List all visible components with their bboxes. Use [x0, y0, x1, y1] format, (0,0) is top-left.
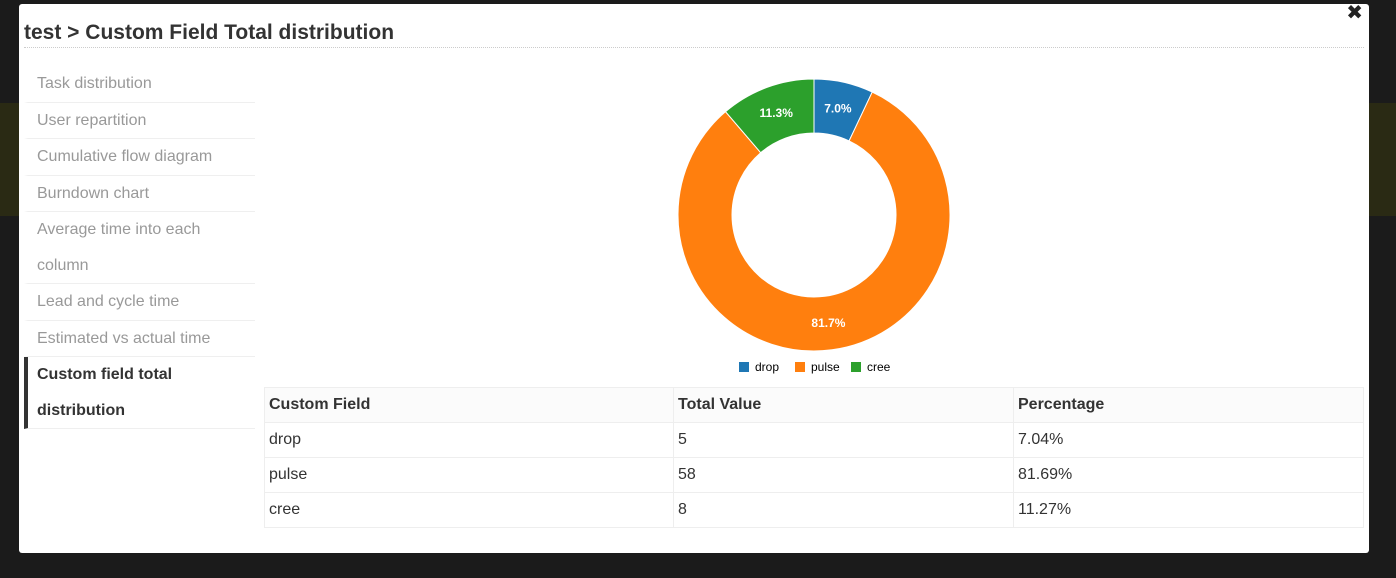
table-row: cree 8 11.27%	[264, 492, 1364, 528]
sidebar-item-user-repartition[interactable]: User repartition	[24, 103, 255, 139]
table-row: pulse 58 81.69%	[264, 457, 1364, 493]
sidebar-item-average-time[interactable]: Average time into each column	[24, 212, 255, 284]
donut-chart: 7.0% 81.7% 11.3% drop pulse cree	[677, 78, 951, 374]
sidebar-item-burndown[interactable]: Burndown chart	[24, 176, 255, 212]
legend-label-cree[interactable]: cree	[867, 360, 891, 374]
table-cell: pulse	[264, 457, 674, 493]
analytics-sidebar: Task distribution User repartition Cumul…	[24, 66, 255, 429]
legend-label-pulse[interactable]: pulse	[811, 360, 840, 374]
column-header-custom-field: Custom Field	[264, 387, 674, 423]
legend-swatch-drop[interactable]	[739, 362, 749, 372]
slice-label-drop: 7.0%	[824, 102, 852, 116]
table-header-row: Custom Field Total Value Percentage	[264, 387, 1364, 423]
close-icon[interactable]: ✖	[1346, 2, 1363, 24]
table-cell: 5	[673, 422, 1014, 458]
sidebar-item-task-distribution[interactable]: Task distribution	[24, 66, 255, 103]
table-cell: 8	[673, 492, 1014, 528]
sidebar-item-estimated-vs-actual[interactable]: Estimated vs actual time	[24, 321, 255, 357]
slice-label-cree: 11.3%	[760, 106, 794, 120]
sidebar-item-lead-cycle-time[interactable]: Lead and cycle time	[24, 284, 255, 321]
pie-slice-cree[interactable]	[724, 78, 815, 154]
modal-dialog: test > Custom Field Total distribution ✖…	[19, 2, 1369, 553]
slice-label-pulse: 81.7%	[811, 316, 845, 330]
column-header-total-value: Total Value	[673, 387, 1014, 423]
legend-swatch-cree[interactable]	[851, 362, 861, 372]
sidebar-item-custom-field-total[interactable]: Custom field total distribution	[24, 357, 255, 429]
legend-label-drop[interactable]: drop	[755, 360, 779, 374]
modal-title: test > Custom Field Total distribution	[24, 21, 395, 44]
table-row: drop 5 7.04%	[264, 422, 1364, 458]
legend-swatch-pulse[interactable]	[795, 362, 805, 372]
table-cell: 58	[673, 457, 1014, 493]
table-cell: drop	[264, 422, 674, 458]
table-cell: 7.04%	[1013, 422, 1364, 458]
table-cell: 81.69%	[1013, 457, 1364, 493]
distribution-table: Custom Field Total Value Percentage drop…	[264, 387, 1364, 528]
table-cell: 11.27%	[1013, 492, 1364, 528]
title-divider	[24, 47, 1364, 48]
table-cell: cree	[264, 492, 674, 528]
pie-slice-pulse[interactable]	[677, 91, 951, 352]
column-header-percentage: Percentage	[1013, 387, 1364, 423]
sidebar-item-cumulative-flow[interactable]: Cumulative flow diagram	[24, 139, 255, 176]
